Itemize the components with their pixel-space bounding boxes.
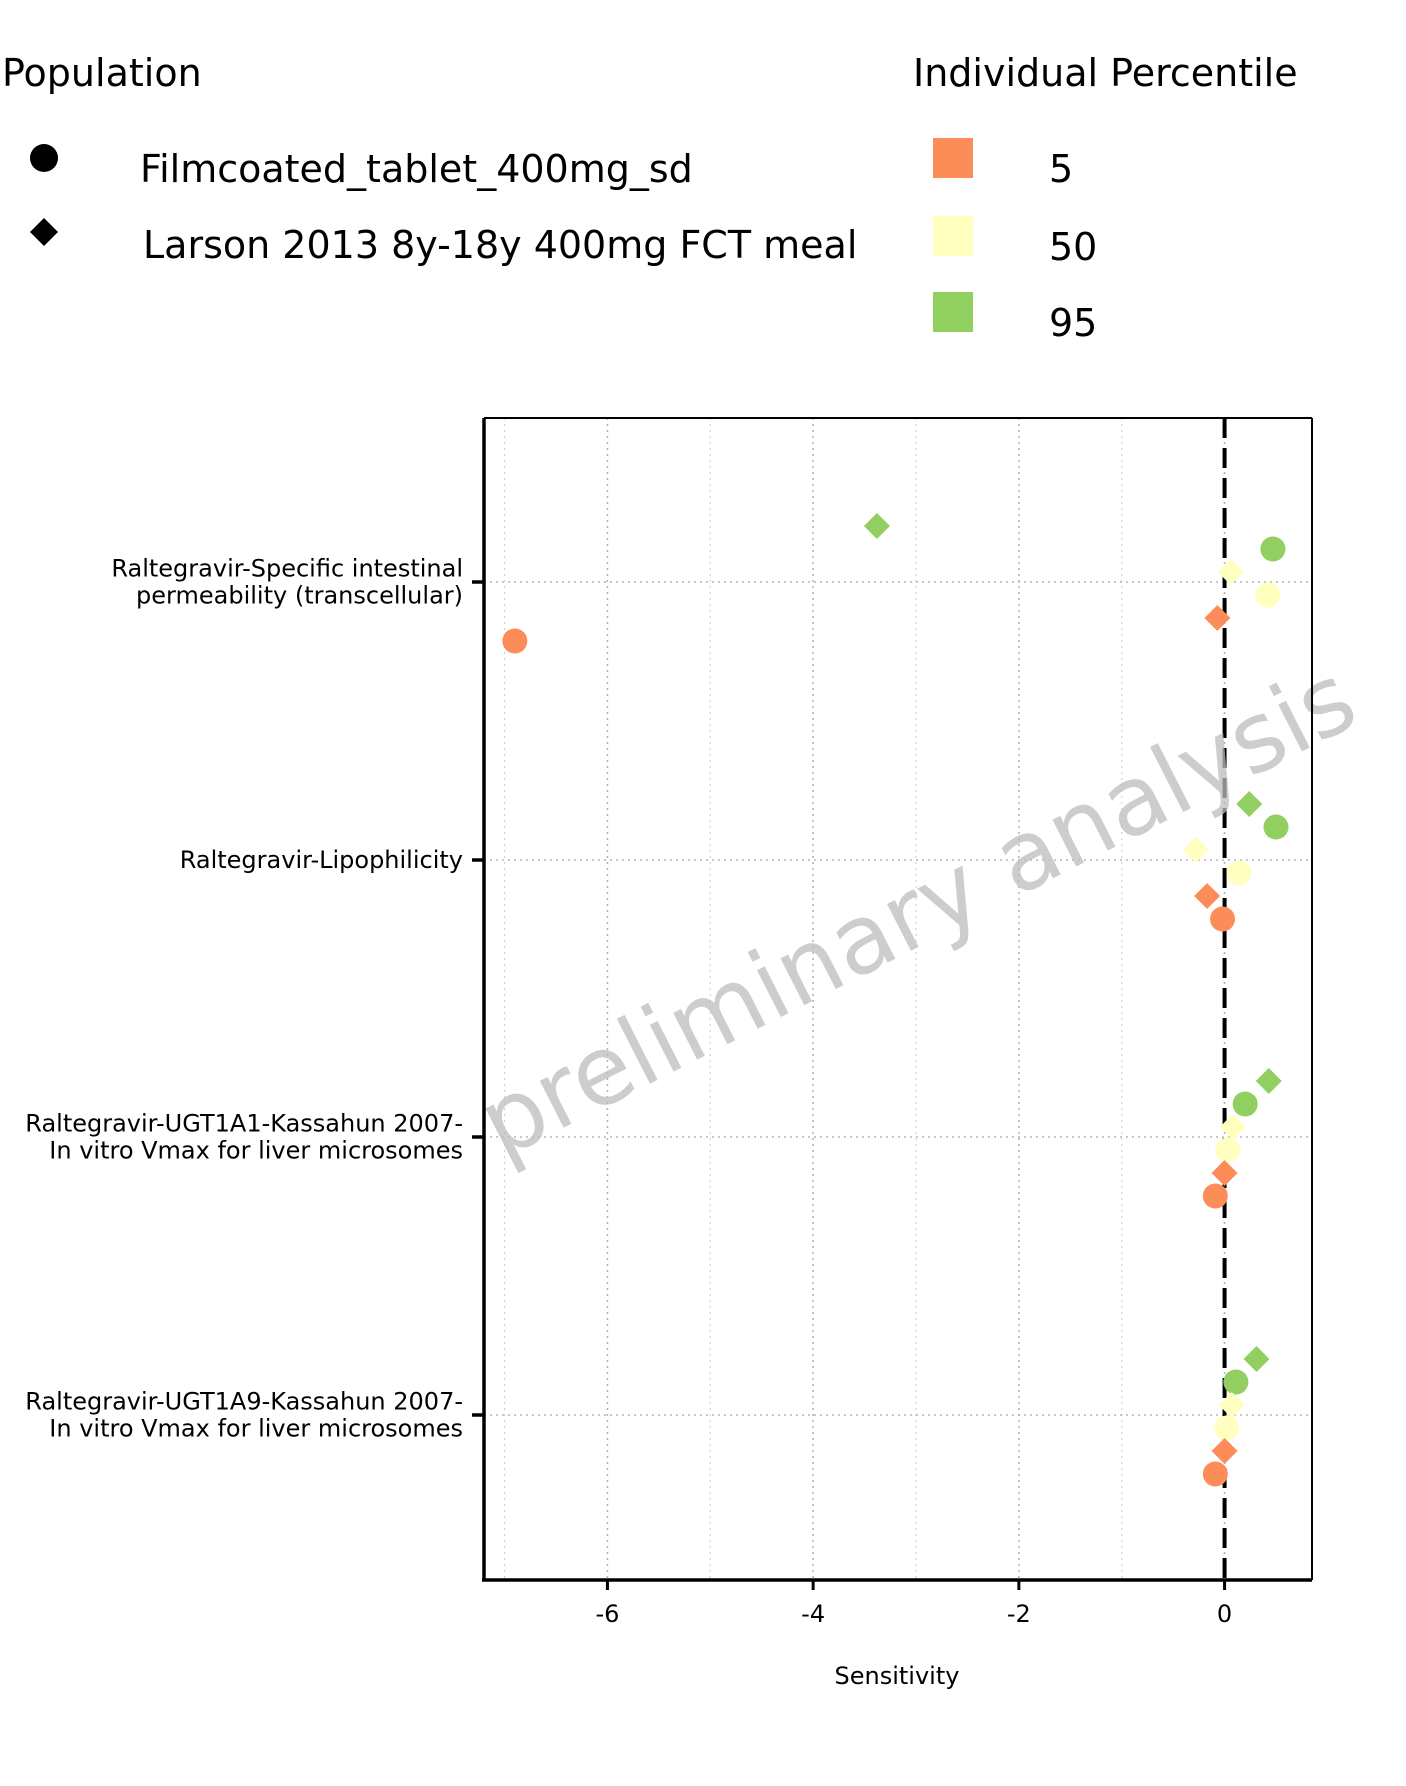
point-circle-p95-cat4 — [1223, 1369, 1249, 1395]
legend-circle-marker — [30, 144, 58, 172]
percentile-legend-title: Individual Percentile — [913, 51, 1298, 95]
x-axis-title: Sensitivity — [835, 1662, 960, 1690]
point-diamond-p5-cat1 — [1204, 605, 1231, 631]
point-circle-p5-cat1 — [502, 628, 528, 654]
percentile-legend: Individual Percentile 5 50 95 — [913, 51, 1298, 345]
legend-diamond-marker — [30, 218, 58, 246]
point-diamond-p5-cat3 — [1211, 1160, 1238, 1186]
point-circle-p50-cat3 — [1215, 1137, 1241, 1163]
y-tick-label-2: Raltegravir-Lipophilicity — [180, 846, 463, 874]
legend-label-50: 50 — [1049, 225, 1097, 269]
point-diamond-p50-cat2 — [1182, 837, 1209, 863]
y-tick-label-1: Raltegravir-Specific intestinal permeabil… — [111, 555, 463, 610]
point-diamond-p95-cat4 — [1243, 1346, 1270, 1372]
legend-label-filmcoated-tablet-400mg-sd: Filmcoated_tablet_400mg_sd — [140, 147, 693, 191]
legend-swatch-95 — [933, 292, 973, 332]
plot-area: preliminary analysis Raltegravir-Specifi… — [25, 417, 1373, 1628]
point-diamond-p95-cat3 — [1255, 1068, 1282, 1094]
point-circle-p5-cat4 — [1202, 1461, 1228, 1487]
legend-label-95: 95 — [1049, 301, 1097, 345]
point-diamond-p50-cat3 — [1219, 1114, 1246, 1140]
legend-label-larson-2013-8y-18y-400mg-fct-meal: Larson 2013 8y-18y 400mg FCT meal — [143, 223, 857, 267]
population-legend: Population Filmcoated_tablet_400mg_sd Lar… — [2, 51, 857, 267]
point-circle-p50-cat2 — [1226, 860, 1252, 886]
point-diamond-p95-cat2 — [1236, 791, 1263, 817]
point-circle-p50-cat1 — [1255, 582, 1281, 608]
point-circle-p5-cat3 — [1202, 1183, 1228, 1209]
x-tick-label-0: 0 — [1217, 1600, 1232, 1628]
point-diamond-p50-cat4 — [1218, 1392, 1245, 1418]
point-diamond-p95-cat1 — [863, 513, 890, 539]
point-circle-p95-cat3 — [1232, 1091, 1258, 1117]
point-diamond-p50-cat1 — [1217, 559, 1244, 585]
point-diamond-p5-cat2 — [1194, 883, 1221, 909]
point-circle-p50-cat4 — [1214, 1415, 1240, 1441]
plot-background — [484, 418, 1312, 1580]
legend-swatch-50 — [933, 216, 973, 256]
x-tick-label-2: -2 — [1007, 1600, 1031, 1628]
y-tick-label-3: Raltegravir-UGT1A1-Kassahun 2007-In vitr… — [25, 1110, 463, 1165]
point-circle-p5-cat2 — [1210, 906, 1236, 932]
point-diamond-p5-cat4 — [1211, 1438, 1238, 1464]
legend-label-5: 5 — [1049, 147, 1073, 191]
y-tick-label-4: Raltegravir-UGT1A9-Kassahun 2007-In vitr… — [25, 1388, 463, 1443]
point-circle-p95-cat1 — [1260, 536, 1286, 562]
legend-swatch-5 — [933, 138, 973, 178]
x-tick-label-4: -4 — [801, 1600, 825, 1628]
x-tick-label-6: -6 — [595, 1600, 619, 1628]
point-circle-p95-cat2 — [1263, 814, 1289, 840]
population-legend-title: Population — [2, 51, 202, 95]
